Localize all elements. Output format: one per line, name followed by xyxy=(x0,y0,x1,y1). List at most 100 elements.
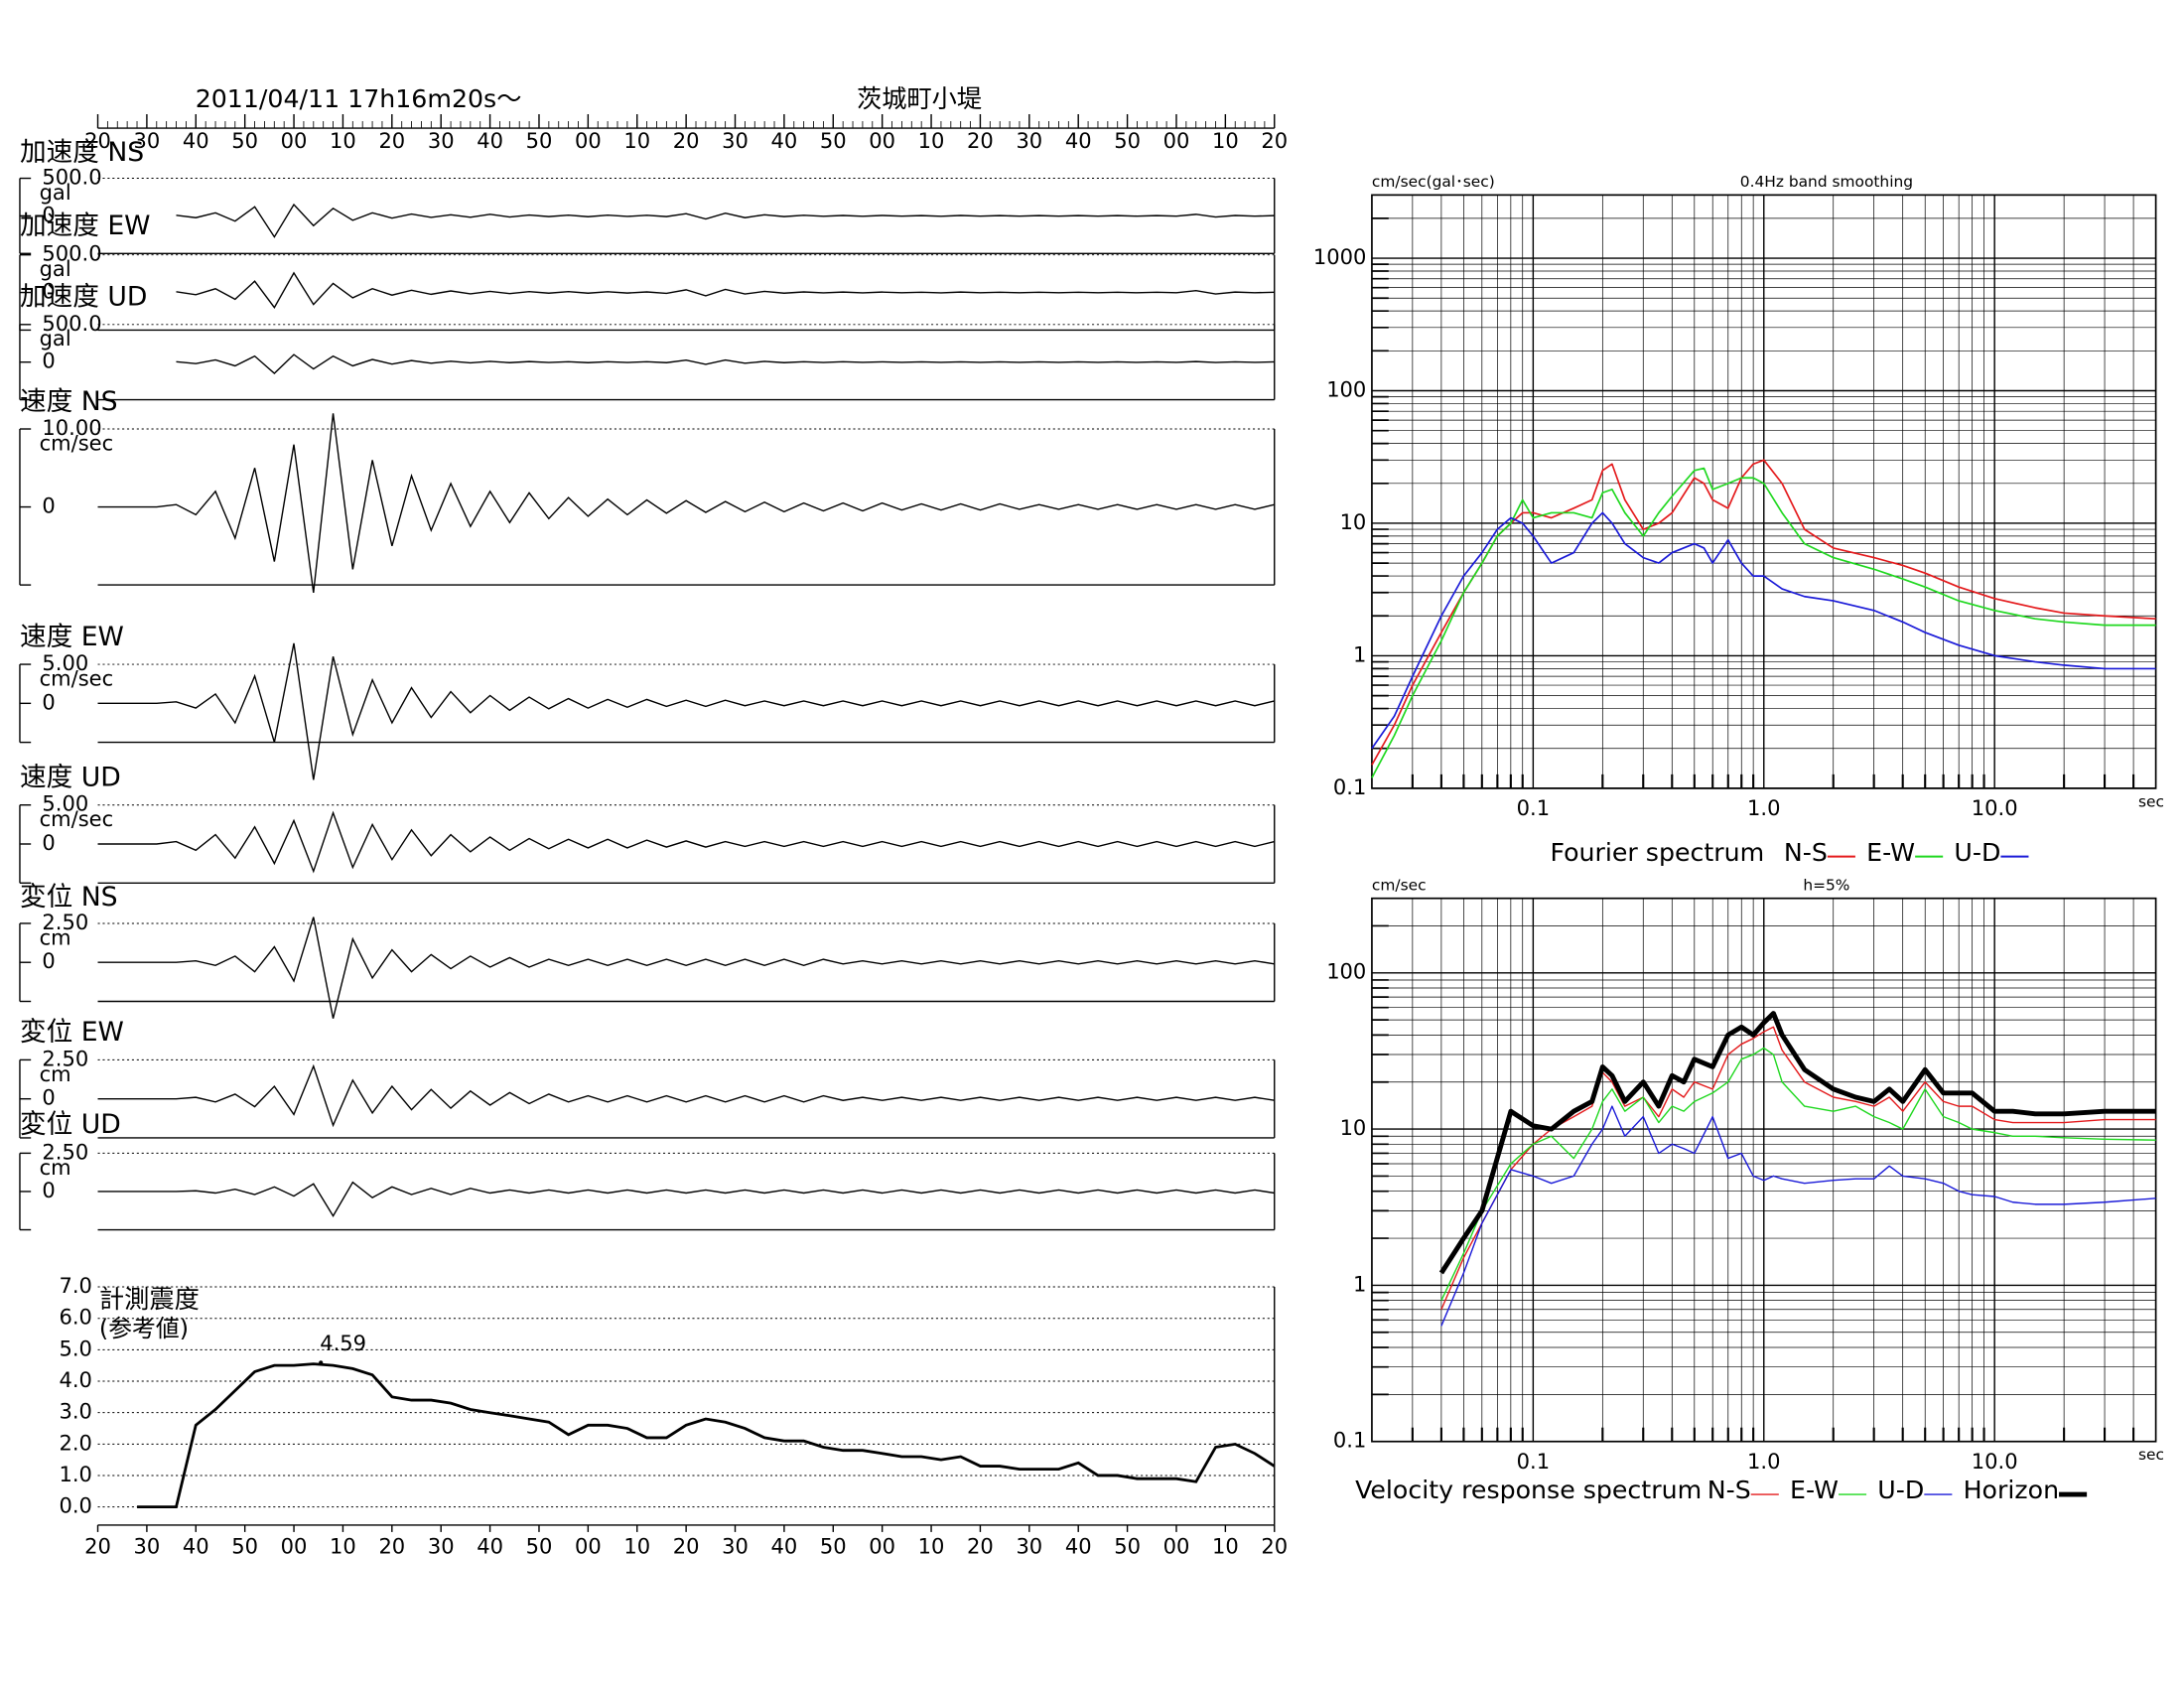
chart-subtitle: 0.4Hz band smoothing xyxy=(1740,173,1913,191)
y-axis-label: cm/sec xyxy=(1372,877,1427,895)
x-tick-label: 0.1 xyxy=(1517,795,1550,820)
x-tick-label: 40 xyxy=(1065,128,1092,153)
x-tick-label: 50 xyxy=(526,128,553,153)
panel-name: 速度 NS xyxy=(20,386,118,417)
chart-title: 計測震度 xyxy=(99,1285,200,1314)
y-unit: gal xyxy=(40,256,71,281)
x-tick-label: 10 xyxy=(623,128,650,153)
x-tick-label: 20 xyxy=(378,128,405,153)
x-tick-label: 10 xyxy=(330,128,356,153)
y-tick-label: 2.50 xyxy=(42,910,88,934)
y-tick-label: 0 xyxy=(42,1085,55,1110)
x-tick-label: 50 xyxy=(820,1533,847,1558)
panel-name: 加速度 EW xyxy=(20,211,151,241)
y-tick-label: 0 xyxy=(42,1178,55,1202)
legend-label: E-W xyxy=(1790,1476,1839,1504)
x-tick-label: 30 xyxy=(428,128,455,153)
y-unit: cm xyxy=(40,1061,71,1086)
waveform-line xyxy=(97,1063,1275,1128)
y-unit: cm xyxy=(40,924,71,949)
legend-label: U-D xyxy=(1877,1476,1924,1504)
x-tick-label: 20 xyxy=(967,1533,994,1558)
panel-name: 変位 UD xyxy=(20,1109,121,1140)
intensity-line xyxy=(137,1362,1276,1509)
y-axis-label: cm/sec(gal･sec) xyxy=(1372,173,1495,191)
panel-name: 変位 NS xyxy=(20,882,118,913)
x-tick-label: 10 xyxy=(1212,128,1239,153)
y-tick-label: 2.0 xyxy=(59,1430,91,1455)
x-tick-label: 30 xyxy=(134,128,161,153)
y-tick-label: 0 xyxy=(42,349,55,373)
x-tick-label: 40 xyxy=(1065,1533,1092,1558)
y-unit: cm/sec xyxy=(40,430,114,455)
y-tick-label: 10.00 xyxy=(42,415,101,440)
x-tick-label: 20 xyxy=(378,1533,405,1558)
y-tick-label: 0.1 xyxy=(1333,1428,1366,1453)
y-tick-label: 100 xyxy=(1326,959,1366,984)
spectrum-line xyxy=(1440,1105,2156,1327)
x-tick-label: 30 xyxy=(428,1533,455,1558)
waveform-line xyxy=(97,810,1275,874)
x-tick-label: 00 xyxy=(869,128,895,153)
y-unit: cm/sec xyxy=(40,806,114,831)
x-tick-label: 10.0 xyxy=(1972,795,2018,820)
x-tick-label: 20 xyxy=(1261,1533,1288,1558)
y-tick-label: 1 xyxy=(1353,641,1366,666)
x-axis-label: sec xyxy=(2138,792,2164,810)
y-unit: cm/sec xyxy=(40,665,114,690)
x-tick-label: 30 xyxy=(722,1533,749,1558)
y-tick-label: 2.50 xyxy=(42,1139,88,1164)
station-name: 茨城町小堤 xyxy=(857,84,982,113)
x-tick-label: 10.0 xyxy=(1972,1449,2018,1474)
waveform-line xyxy=(97,916,1275,1019)
chart-subtitle: (参考値) xyxy=(99,1315,189,1342)
x-tick-label: 1.0 xyxy=(1747,795,1780,820)
waveform-line xyxy=(176,271,1275,309)
chart-title: 2011/04/11 17h16m20s～ xyxy=(196,84,522,113)
x-tick-label: 20 xyxy=(673,128,700,153)
x-tick-label: 20 xyxy=(84,1533,111,1558)
x-tick-label: 20 xyxy=(1261,128,1288,153)
y-tick-label: 0 xyxy=(42,493,55,518)
x-tick-label: 20 xyxy=(673,1533,700,1558)
y-tick-label: 5.00 xyxy=(42,650,88,675)
y-tick-label: 0.0 xyxy=(59,1493,91,1518)
y-unit: gal xyxy=(40,180,71,205)
y-unit: cm xyxy=(40,1155,71,1180)
legend-title: Velocity response spectrum xyxy=(1355,1476,1702,1504)
x-tick-label: 30 xyxy=(134,1533,161,1558)
x-tick-label: 00 xyxy=(869,1533,895,1558)
x-tick-label: 40 xyxy=(183,128,209,153)
spectrum-line xyxy=(1371,467,2156,778)
y-tick-label: 6.0 xyxy=(59,1305,91,1330)
x-tick-label: 00 xyxy=(575,1533,602,1558)
y-tick-label: 500.0 xyxy=(42,241,101,266)
waveform-line xyxy=(176,353,1275,375)
plot-frame xyxy=(1371,194,2157,789)
x-tick-label: 50 xyxy=(1114,1533,1141,1558)
spectrum-line xyxy=(1371,511,2156,750)
x-tick-label: 30 xyxy=(1016,1533,1042,1558)
x-tick-label: 00 xyxy=(281,1533,308,1558)
x-tick-label: 10 xyxy=(918,128,945,153)
waveform-line xyxy=(97,1181,1275,1218)
y-tick-label: 500.0 xyxy=(42,311,101,336)
legend-label: N-S xyxy=(1707,1476,1751,1504)
y-tick-label: 0 xyxy=(42,689,55,714)
y-tick-label: 2.50 xyxy=(42,1046,88,1070)
y-tick-label: 1.0 xyxy=(59,1462,91,1486)
peak-label: 4.59 xyxy=(320,1331,366,1355)
y-tick-label: 5.0 xyxy=(59,1336,91,1360)
chart-subtitle: h=5% xyxy=(1803,877,1849,895)
x-tick-label: 00 xyxy=(281,128,308,153)
y-tick-label: 10 xyxy=(1340,509,1367,534)
y-tick-label: 3.0 xyxy=(59,1399,91,1424)
legend-label: Horizon xyxy=(1964,1476,2059,1504)
plot-frame xyxy=(1371,897,2157,1443)
y-tick-label: 0 xyxy=(42,830,55,855)
x-tick-label: 40 xyxy=(477,128,503,153)
x-axis-label: sec xyxy=(2138,1446,2164,1464)
panel-name: 速度 EW xyxy=(20,622,124,652)
legend-label: N-S xyxy=(1784,838,1828,867)
